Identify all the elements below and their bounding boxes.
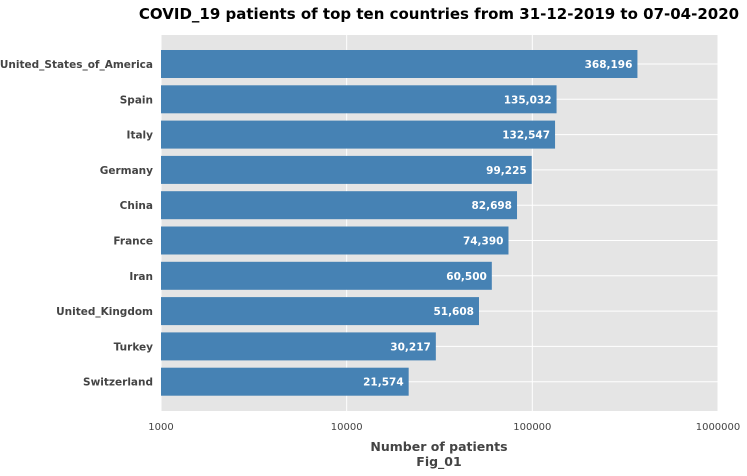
bar-value-label: 368,196 xyxy=(585,59,633,71)
bar-value-label: 135,032 xyxy=(504,94,552,106)
figure-label: Fig_01 xyxy=(416,454,461,470)
category-label: Italy xyxy=(127,130,154,142)
x-axis-label: Number of patients xyxy=(370,439,507,454)
bar-value-label: 132,547 xyxy=(502,130,550,142)
x-tick-label: 10000 xyxy=(331,422,363,433)
bar xyxy=(161,332,436,361)
bar xyxy=(161,50,638,78)
bar-value-label: 30,217 xyxy=(390,341,431,353)
category-label: Switzerland xyxy=(83,377,153,389)
bar xyxy=(161,191,518,220)
category-label: France xyxy=(113,236,153,248)
bar-value-label: 74,390 xyxy=(463,236,504,248)
bar-value-label: 21,574 xyxy=(363,377,404,389)
bar-value-label: 99,225 xyxy=(486,165,527,177)
bar-value-label: 60,500 xyxy=(446,271,487,283)
category-label: United_Kingdom xyxy=(56,306,153,318)
chart-title: COVID_19 patients of top ten countries f… xyxy=(139,5,739,23)
bars: 368,196 135,032 132,547 99,225 82,698 74,390 6… xyxy=(161,50,638,396)
x-tick-label: 100000 xyxy=(513,422,551,433)
bar xyxy=(161,226,509,255)
bar xyxy=(161,85,557,114)
category-label: Germany xyxy=(100,165,153,177)
x-tick-label: 1000000 xyxy=(696,422,741,433)
bar-value-label: 82,698 xyxy=(471,200,512,212)
bar xyxy=(161,155,532,184)
bar xyxy=(161,297,479,326)
x-tick-label: 1000 xyxy=(148,422,173,433)
category-label: Spain xyxy=(120,94,153,106)
bar xyxy=(161,261,492,290)
x-tick-labels: 1000 10000 100000 1000000 xyxy=(148,422,740,433)
bar xyxy=(161,367,409,396)
category-labels: United_States_of_America Spain Italy German… xyxy=(0,59,153,389)
category-label: United_States_of_America xyxy=(0,59,153,71)
category-label: Turkey xyxy=(114,341,153,353)
bar-value-label: 51,608 xyxy=(433,306,474,318)
category-label: China xyxy=(120,200,153,212)
bar xyxy=(161,120,556,149)
category-label: Iran xyxy=(129,271,153,283)
